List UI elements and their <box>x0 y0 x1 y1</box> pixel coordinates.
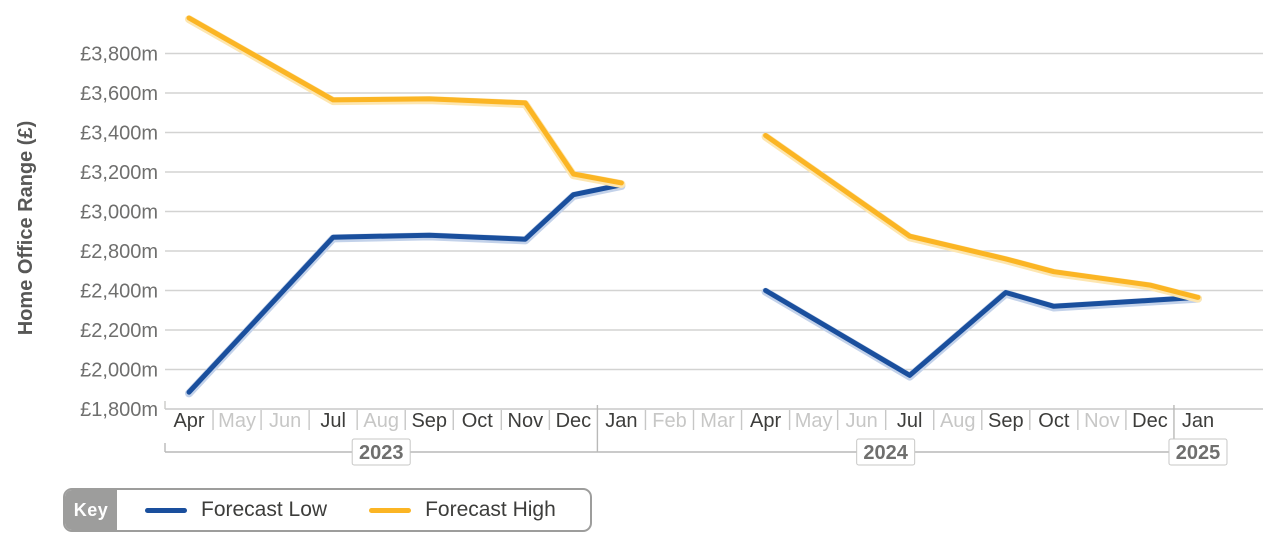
legend: Key Forecast Low Forecast High <box>63 488 592 532</box>
x-tick-label-nov-2024: Nov <box>1084 410 1120 432</box>
x-tick-label-dec-2023: Dec <box>556 410 592 432</box>
x-tick-label-oct-2023: Oct <box>462 410 494 432</box>
x-tick-label-may-2023: May <box>218 410 256 432</box>
x-tick-label-apr-2023: Apr <box>173 410 204 432</box>
y-axis-title: Home Office Range (£) <box>15 121 37 335</box>
series-line-halo-forecast-low <box>185 182 626 398</box>
forecast-low-label: Forecast Low <box>201 498 328 521</box>
y-tick-label: £3,800m <box>80 44 158 66</box>
legend-items: Forecast Low Forecast High <box>117 490 590 530</box>
x-tick-label-may-2024: May <box>795 410 833 432</box>
year-label-2024: 2024 <box>863 442 908 464</box>
y-tick-label: £2,400m <box>80 281 158 303</box>
series-line-halo-forecast-low <box>761 287 1202 381</box>
x-tick-label-apr-2024: Apr <box>750 410 781 432</box>
forecast-high-label: Forecast High <box>425 498 556 521</box>
x-tick-label-dec-2024: Dec <box>1132 410 1168 432</box>
x-tick-label-aug-2023: Aug <box>363 410 399 432</box>
x-tick-label-aug-2024: Aug <box>940 410 976 432</box>
y-tick-label: £2,800m <box>80 241 158 263</box>
y-tick-label: £3,400m <box>80 123 158 145</box>
x-tick-label-jun-2024: Jun <box>846 410 878 432</box>
chart-svg: £3,800m £3,600m £3,400m £3,200m £3,000m £2,80… <box>15 15 1263 466</box>
y-tick-label: £2,000m <box>80 360 158 382</box>
series-line-halo-forecast-high <box>761 132 1202 303</box>
forecast-high-swatch <box>369 507 412 513</box>
legend-key-label: Key <box>65 490 117 530</box>
x-tick-label-oct-2024: Oct <box>1038 410 1070 432</box>
x-tick-label-sep-2024: Sep <box>988 410 1024 432</box>
y-tick-label: £3,600m <box>80 83 158 105</box>
series-line-forecast-high <box>763 133 1201 300</box>
series-line-forecast-low <box>763 288 1201 378</box>
legend-item-forecast-high: Forecast High <box>369 498 556 522</box>
year-label-box <box>351 438 411 466</box>
x-tick-label-jul-2024: Jul <box>897 410 923 432</box>
year-label-2025: 2025 <box>1176 442 1221 464</box>
x-tick-label-nov-2023: Nov <box>508 410 544 432</box>
x-tick-label-jul-2023: Jul <box>320 410 346 432</box>
series-line-forecast-high <box>186 15 624 186</box>
x-tick-label-mar-2024: Mar <box>700 410 735 432</box>
y-tick-label: £2,200m <box>80 320 158 342</box>
x-tick-label-jan-2025: Jan <box>1182 410 1214 432</box>
x-tick-label-jun-2023: Jun <box>269 410 301 432</box>
x-tick-label-feb-2024: Feb <box>652 410 686 432</box>
year-label-2023: 2023 <box>359 442 404 464</box>
y-tick-label: £3,200m <box>80 162 158 184</box>
year-label-box <box>856 438 916 466</box>
series-line-forecast-low <box>186 182 624 395</box>
y-tick-label: £3,000m <box>80 202 158 224</box>
forecast-low-swatch <box>145 507 187 513</box>
x-tick-label-sep-2023: Sep <box>411 410 447 432</box>
year-label-box <box>1168 438 1228 466</box>
line-chart: £3,800m £3,600m £3,400m £3,200m £3,000m £2,80… <box>15 15 1263 466</box>
y-tick-label: £1,800m <box>80 399 158 421</box>
legend-item-forecast-low: Forecast Low <box>145 498 327 522</box>
x-tick-label-jan-2024: Jan <box>605 410 637 432</box>
